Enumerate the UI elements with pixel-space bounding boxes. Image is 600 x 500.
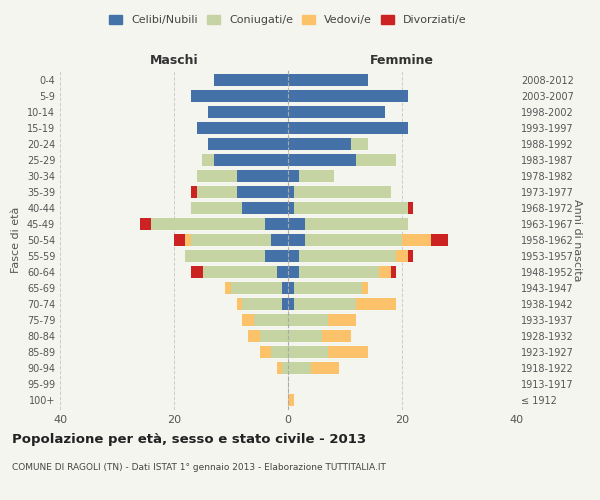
Bar — [299, 250, 396, 262]
Text: Maschi: Maschi — [149, 54, 199, 67]
Bar — [294, 282, 362, 294]
Bar — [185, 234, 191, 246]
Bar — [288, 186, 294, 198]
Bar — [328, 346, 368, 358]
Bar — [305, 234, 402, 246]
Bar — [197, 170, 236, 182]
Bar — [231, 282, 283, 294]
Bar — [277, 362, 283, 374]
Bar — [248, 330, 260, 342]
Bar — [322, 330, 350, 342]
Bar — [288, 202, 294, 214]
Bar — [237, 298, 242, 310]
Legend: Celibi/Nubili, Coniugati/e, Vedovi/e, Divorziati/e: Celibi/Nubili, Coniugati/e, Vedovi/e, Di… — [105, 10, 471, 30]
Bar — [288, 154, 356, 166]
Bar — [288, 122, 408, 134]
Bar — [208, 106, 288, 118]
Bar — [197, 186, 236, 198]
Bar — [288, 346, 328, 358]
Bar — [288, 394, 294, 406]
Bar — [288, 362, 311, 374]
Bar — [185, 250, 265, 262]
Bar — [299, 266, 379, 278]
Bar — [294, 202, 408, 214]
Bar — [288, 266, 299, 278]
Bar — [328, 314, 356, 326]
Bar — [202, 154, 214, 166]
Y-axis label: Fasce di età: Fasce di età — [11, 207, 21, 273]
Bar — [174, 234, 185, 246]
Bar — [242, 298, 283, 310]
Bar — [288, 298, 294, 310]
Bar — [288, 250, 299, 262]
Bar — [391, 266, 397, 278]
Text: Femmine: Femmine — [370, 54, 434, 67]
Bar — [197, 122, 288, 134]
Bar — [408, 202, 413, 214]
Bar — [402, 234, 431, 246]
Bar — [288, 314, 328, 326]
Bar — [288, 218, 305, 230]
Bar — [288, 138, 350, 150]
Bar — [191, 186, 197, 198]
Bar — [379, 266, 391, 278]
Text: COMUNE DI RAGOLI (TN) - Dati ISTAT 1° gennaio 2013 - Elaborazione TUTTITALIA.IT: COMUNE DI RAGOLI (TN) - Dati ISTAT 1° ge… — [12, 462, 386, 471]
Bar — [288, 234, 305, 246]
Bar — [294, 298, 356, 310]
Bar — [288, 74, 368, 86]
Bar — [431, 234, 448, 246]
Bar — [311, 362, 340, 374]
Bar — [203, 266, 277, 278]
Bar — [242, 314, 254, 326]
Bar — [214, 74, 288, 86]
Bar — [294, 186, 391, 198]
Bar — [299, 170, 334, 182]
Bar — [254, 314, 288, 326]
Bar — [283, 298, 288, 310]
Bar — [271, 234, 288, 246]
Bar — [265, 218, 288, 230]
Bar — [140, 218, 151, 230]
Bar — [271, 346, 288, 358]
Bar — [226, 282, 231, 294]
Bar — [208, 138, 288, 150]
Bar — [265, 250, 288, 262]
Bar — [408, 250, 413, 262]
Bar — [305, 218, 408, 230]
Bar — [356, 298, 396, 310]
Bar — [288, 106, 385, 118]
Bar — [356, 154, 396, 166]
Bar — [236, 186, 288, 198]
Bar — [277, 266, 288, 278]
Bar — [362, 282, 368, 294]
Bar — [151, 218, 265, 230]
Bar — [242, 202, 288, 214]
Bar — [288, 330, 322, 342]
Text: Popolazione per età, sesso e stato civile - 2013: Popolazione per età, sesso e stato civil… — [12, 432, 366, 446]
Bar — [288, 282, 294, 294]
Bar — [288, 170, 299, 182]
Bar — [350, 138, 368, 150]
Bar — [283, 362, 288, 374]
Bar — [283, 282, 288, 294]
Bar — [236, 170, 288, 182]
Bar — [214, 154, 288, 166]
Bar — [288, 90, 408, 102]
Bar — [397, 250, 408, 262]
Bar — [260, 346, 271, 358]
Bar — [260, 330, 288, 342]
Bar — [191, 234, 271, 246]
Bar — [191, 202, 242, 214]
Bar — [191, 266, 203, 278]
Y-axis label: Anni di nascita: Anni di nascita — [572, 198, 582, 281]
Bar — [191, 90, 288, 102]
